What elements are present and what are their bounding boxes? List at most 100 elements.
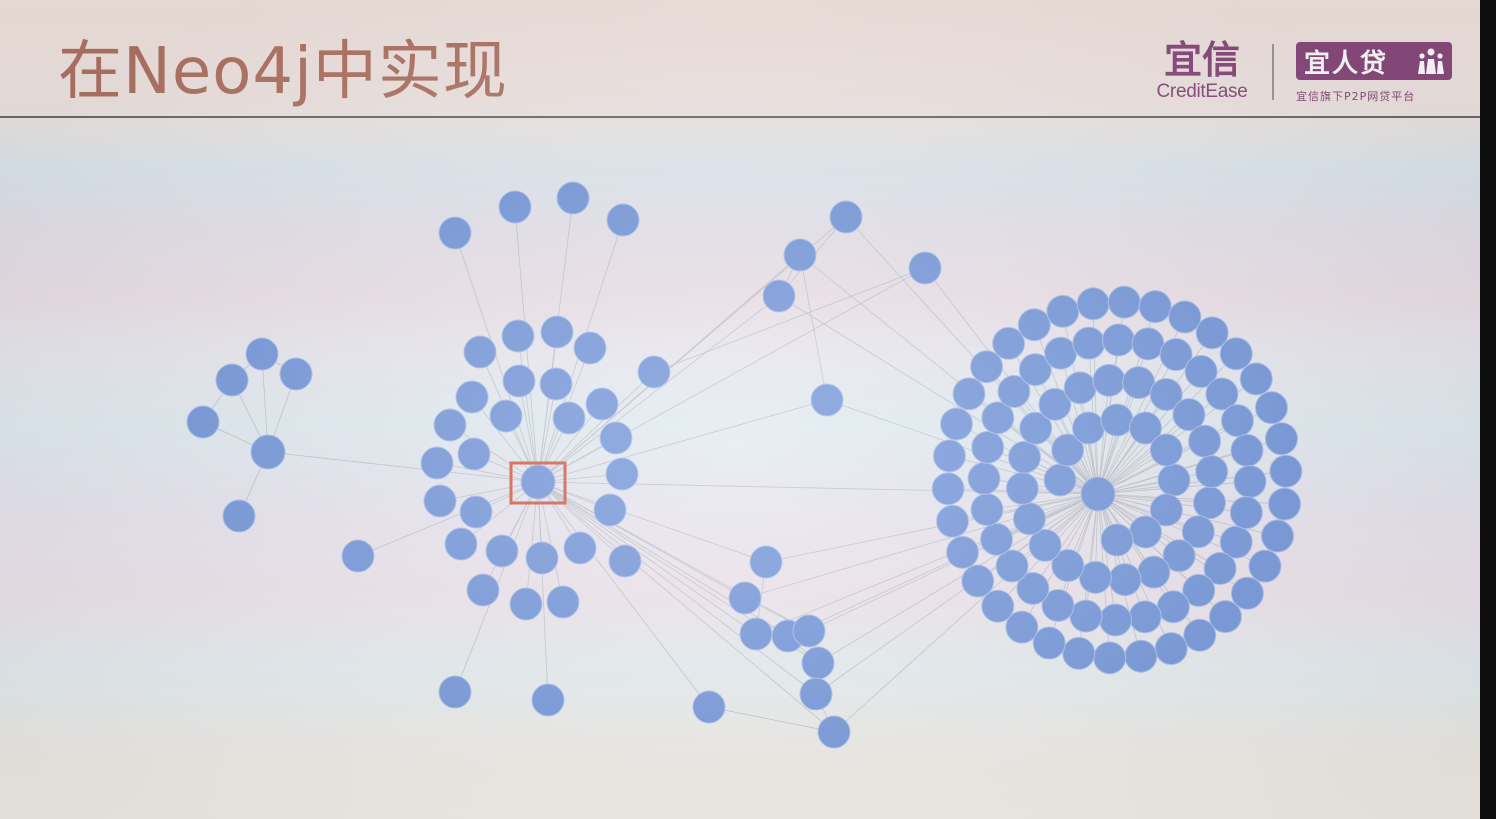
graph-node[interactable]	[485, 534, 519, 568]
graph-node[interactable]	[739, 617, 773, 651]
graph-node[interactable]	[459, 495, 493, 529]
graph-node[interactable]	[1092, 363, 1126, 397]
graph-node[interactable]	[952, 377, 986, 411]
graph-node[interactable]	[637, 355, 671, 389]
graph-node[interactable]	[1149, 433, 1183, 467]
graph-node[interactable]	[992, 326, 1026, 360]
graph-node[interactable]	[783, 238, 817, 272]
graph-node[interactable]	[997, 374, 1031, 408]
graph-node[interactable]	[444, 527, 478, 561]
graph-node[interactable]	[552, 401, 586, 435]
graph-node[interactable]	[546, 585, 580, 619]
graph-node[interactable]	[1032, 626, 1066, 660]
graph-node[interactable]	[498, 190, 532, 224]
graph-node[interactable]	[1017, 308, 1051, 342]
graph-node[interactable]	[971, 430, 1005, 464]
graph-node[interactable]	[502, 364, 536, 398]
graph-node[interactable]	[728, 581, 762, 615]
graph-node[interactable]	[980, 522, 1014, 556]
graph-node[interactable]	[1208, 600, 1242, 634]
graph-node[interactable]	[1005, 610, 1039, 644]
graph-node[interactable]	[1129, 411, 1162, 445]
graph-node[interactable]	[1100, 523, 1134, 557]
graph-node[interactable]	[525, 541, 559, 575]
graph-node[interactable]	[593, 493, 627, 527]
graph-node[interactable]	[829, 200, 863, 234]
graph-node[interactable]	[1078, 560, 1112, 594]
graph-node[interactable]	[531, 683, 565, 717]
graph-node[interactable]	[936, 504, 970, 538]
graph-node[interactable]	[1269, 454, 1303, 488]
graph-node[interactable]	[931, 472, 965, 506]
graph-node[interactable]	[1184, 355, 1218, 389]
graph-node[interactable]	[1230, 576, 1264, 610]
graph-node[interactable]	[1028, 528, 1062, 562]
graph-node[interactable]	[1168, 300, 1202, 334]
graph-hub-node[interactable]	[250, 434, 286, 470]
graph-node[interactable]	[1239, 362, 1273, 396]
graph-node[interactable]	[245, 337, 279, 371]
graph-node[interactable]	[1099, 603, 1133, 637]
graph-node[interactable]	[186, 405, 220, 439]
graph-node[interactable]	[1138, 290, 1172, 324]
graph-node[interactable]	[1219, 337, 1253, 371]
graph-node[interactable]	[215, 363, 249, 397]
graph-node[interactable]	[801, 646, 835, 680]
graph-node[interactable]	[1072, 326, 1106, 360]
graph-hub-node[interactable]	[520, 464, 556, 500]
graph-node[interactable]	[1220, 404, 1254, 438]
graph-node[interactable]	[438, 675, 472, 709]
graph-node[interactable]	[1182, 573, 1216, 607]
graph-node[interactable]	[585, 387, 619, 421]
graph-node[interactable]	[1069, 599, 1103, 633]
graph-node[interactable]	[608, 544, 642, 578]
graph-node[interactable]	[455, 380, 489, 414]
graph-node[interactable]	[509, 587, 543, 621]
graph-node[interactable]	[606, 203, 640, 237]
graph-node[interactable]	[563, 531, 597, 565]
graph-node[interactable]	[1051, 433, 1085, 467]
graph-node[interactable]	[540, 315, 574, 349]
graph-node[interactable]	[1149, 377, 1183, 411]
graph-node[interactable]	[1046, 294, 1080, 328]
graph-node[interactable]	[1008, 440, 1042, 474]
graph-node[interactable]	[438, 216, 472, 250]
graph-node[interactable]	[1195, 455, 1229, 489]
graph-node[interactable]	[1192, 486, 1226, 520]
graph-node[interactable]	[1181, 515, 1215, 549]
graph-node[interactable]	[1018, 353, 1052, 387]
graph-node[interactable]	[1019, 411, 1053, 445]
graph-hub-node[interactable]	[1080, 476, 1116, 512]
graph-node[interactable]	[1101, 323, 1135, 357]
graph-node[interactable]	[932, 439, 966, 473]
graph-node[interactable]	[1157, 463, 1191, 497]
graph-node[interactable]	[1038, 387, 1072, 421]
graph-node[interactable]	[1156, 590, 1190, 624]
graph-node[interactable]	[1108, 563, 1142, 597]
graph-node[interactable]	[1122, 366, 1156, 400]
graph-node[interactable]	[1188, 424, 1222, 458]
graph-node[interactable]	[501, 319, 535, 353]
graph-node[interactable]	[817, 715, 851, 749]
graph-node[interactable]	[1149, 493, 1183, 527]
graph-node[interactable]	[1260, 519, 1294, 553]
graph-node[interactable]	[762, 279, 796, 313]
graph-node[interactable]	[423, 484, 457, 518]
graph-node[interactable]	[420, 446, 454, 480]
graph-node[interactable]	[981, 589, 1015, 623]
graph-node[interactable]	[1172, 398, 1206, 432]
graph-node[interactable]	[749, 545, 783, 579]
graph-node[interactable]	[1159, 338, 1193, 372]
graph-node[interactable]	[1219, 525, 1253, 559]
graph-node[interactable]	[433, 408, 467, 442]
graph-node[interactable]	[1205, 377, 1239, 411]
graph-node[interactable]	[1268, 487, 1302, 521]
graph-node[interactable]	[810, 383, 844, 417]
graph-node[interactable]	[573, 331, 607, 365]
graph-node[interactable]	[995, 549, 1029, 583]
graph-node[interactable]	[222, 499, 256, 533]
graph-node[interactable]	[605, 457, 639, 491]
graph-node[interactable]	[1183, 618, 1217, 652]
graph-node[interactable]	[1062, 636, 1096, 670]
graph-node[interactable]	[1230, 433, 1264, 467]
